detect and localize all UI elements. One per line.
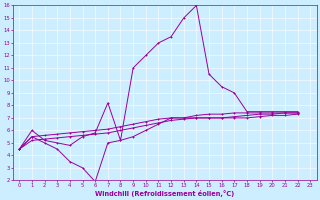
X-axis label: Windchill (Refroidissement éolien,°C): Windchill (Refroidissement éolien,°C): [95, 190, 234, 197]
